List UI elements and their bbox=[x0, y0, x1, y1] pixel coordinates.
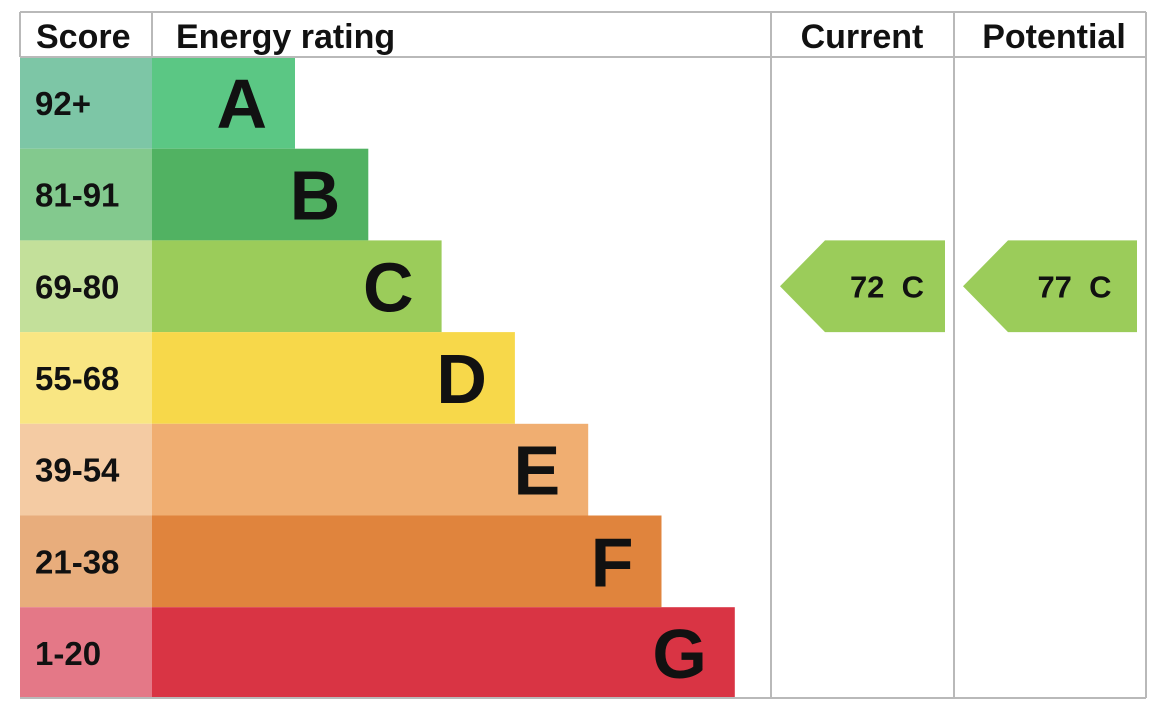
band-letter: D bbox=[436, 340, 487, 418]
band-row-g: 1-20 G bbox=[20, 607, 735, 699]
band-bar bbox=[152, 423, 589, 516]
band-bar bbox=[152, 57, 295, 149]
score-range-label: 69-80 bbox=[35, 268, 119, 305]
band-bar bbox=[152, 240, 442, 333]
band-letter: C bbox=[363, 248, 414, 326]
potential-header: Potential bbox=[982, 18, 1126, 56]
score-header: Score bbox=[36, 18, 131, 56]
score-cell bbox=[20, 240, 152, 333]
band-row-f: 21-38 F bbox=[20, 515, 662, 608]
band-letter: G bbox=[652, 615, 706, 693]
score-cell bbox=[20, 57, 152, 149]
current-arrow-shape bbox=[780, 240, 945, 333]
potential-rating-label: 77 C bbox=[1037, 269, 1111, 304]
score-cell bbox=[20, 515, 152, 608]
potential-rating-arrow: 77 C bbox=[963, 240, 1137, 333]
score-range-label: 81-91 bbox=[35, 177, 119, 214]
band-bar bbox=[152, 515, 662, 608]
score-range-label: 55-68 bbox=[35, 360, 119, 397]
table-grid bbox=[19, 11, 1147, 699]
energy-rating-header: Energy rating bbox=[176, 18, 395, 56]
score-range-label: 92+ bbox=[35, 85, 91, 122]
band-bar bbox=[152, 332, 515, 424]
score-cell bbox=[20, 423, 152, 516]
band-row-a: 92+ A bbox=[20, 57, 295, 149]
rating-arrows: 72 C 77 C bbox=[780, 240, 1137, 333]
band-row-c: 69-80 C bbox=[20, 240, 442, 333]
score-cell bbox=[20, 607, 152, 699]
score-range-label: 21-38 bbox=[35, 543, 119, 580]
potential-arrow-shape bbox=[963, 240, 1137, 333]
current-rating-label: 72 C bbox=[850, 269, 924, 304]
band-letter: E bbox=[513, 432, 560, 510]
score-cell bbox=[20, 148, 152, 241]
current-header: Current bbox=[801, 18, 924, 56]
band-letter: F bbox=[591, 523, 634, 601]
band-row-b: 81-91 B bbox=[20, 148, 369, 241]
rating-bands: 92+ A 81-91 B 69-80 C 55-68 D 39-54 E 21-38 F 1-20 G bbox=[20, 57, 735, 699]
score-range-label: 1-20 bbox=[35, 635, 101, 672]
current-rating-arrow: 72 C bbox=[780, 240, 945, 333]
band-bar bbox=[152, 607, 735, 699]
band-letter: A bbox=[216, 65, 267, 143]
score-cell bbox=[20, 332, 152, 424]
band-letter: B bbox=[290, 157, 341, 235]
band-row-d: 55-68 D bbox=[20, 332, 515, 424]
score-range-label: 39-54 bbox=[35, 452, 120, 489]
band-row-e: 39-54 E bbox=[20, 423, 589, 516]
band-bar bbox=[152, 148, 369, 241]
